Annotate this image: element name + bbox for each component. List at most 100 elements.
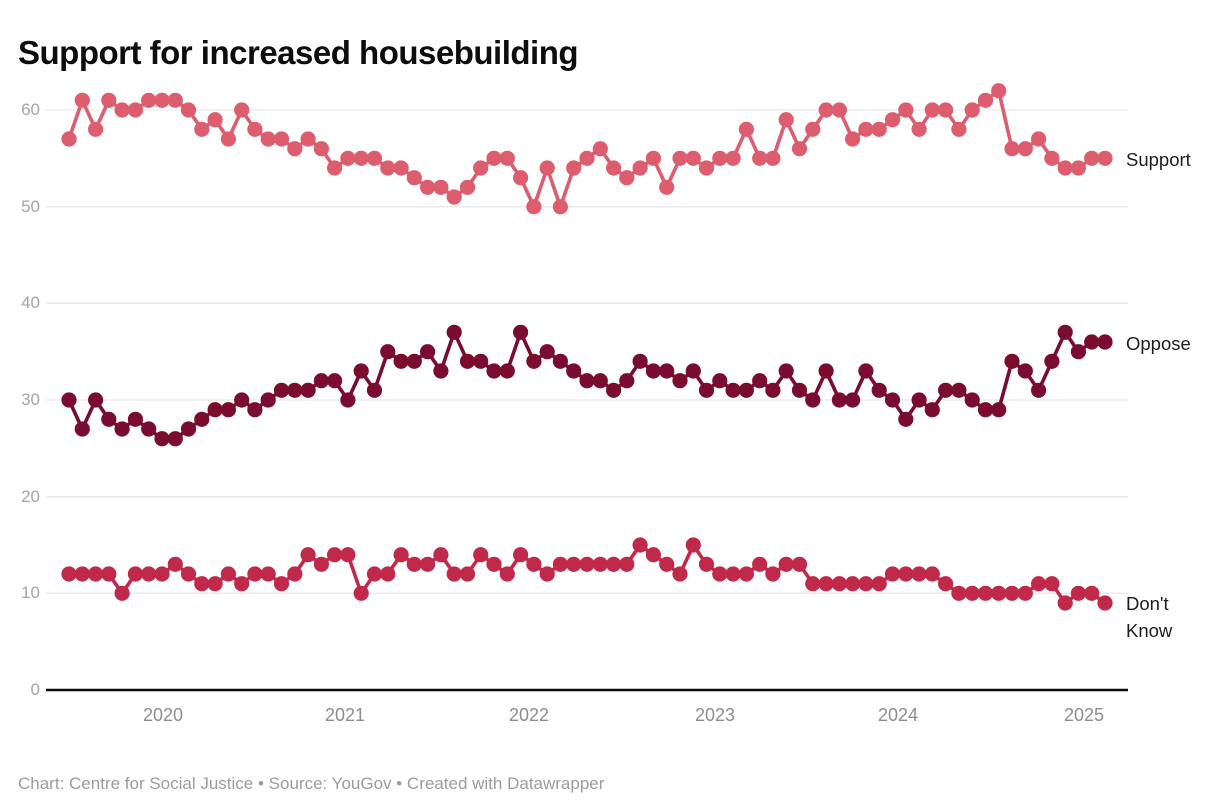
data-point <box>353 585 369 601</box>
data-point <box>513 170 529 186</box>
data-point <box>127 411 143 427</box>
series-label-oppose: Oppose <box>1126 333 1191 354</box>
data-point <box>1044 576 1060 592</box>
data-point <box>114 102 130 118</box>
data-point <box>1017 363 1033 379</box>
data-point <box>1017 585 1033 601</box>
data-point <box>141 566 157 582</box>
data-point <box>659 363 675 379</box>
data-point <box>154 566 170 582</box>
data-point <box>287 566 303 582</box>
data-point <box>340 392 356 408</box>
data-point <box>446 189 462 205</box>
data-point <box>659 179 675 195</box>
data-point <box>446 324 462 340</box>
data-point <box>406 353 422 369</box>
y-tick-label: 60 <box>21 100 40 119</box>
data-point <box>1057 324 1073 340</box>
data-point <box>924 102 940 118</box>
data-point <box>712 566 728 582</box>
data-point <box>1004 585 1020 601</box>
data-point <box>486 556 502 572</box>
data-point <box>526 199 542 215</box>
data-point <box>738 121 755 137</box>
data-point <box>327 373 343 389</box>
data-point <box>818 363 834 379</box>
data-point <box>619 170 635 186</box>
data-point <box>552 199 569 215</box>
data-point <box>791 382 808 398</box>
data-point <box>1031 382 1047 398</box>
data-point <box>327 160 343 176</box>
data-point <box>433 363 449 379</box>
data-point <box>778 556 794 572</box>
data-point <box>61 131 77 147</box>
data-point <box>845 576 861 592</box>
data-point <box>1057 160 1073 176</box>
data-point <box>938 382 954 398</box>
data-point <box>606 556 622 572</box>
data-point <box>406 170 422 186</box>
data-point <box>1084 150 1100 166</box>
data-point <box>380 160 396 176</box>
data-point <box>300 382 316 398</box>
data-point <box>127 102 143 118</box>
data-point <box>1070 344 1086 360</box>
data-point <box>247 402 263 418</box>
data-point <box>831 392 848 408</box>
data-point <box>712 373 728 389</box>
data-point <box>393 353 409 369</box>
data-point <box>167 431 183 447</box>
data-point <box>313 141 329 157</box>
data-point <box>393 547 409 563</box>
data-point <box>858 121 874 137</box>
data-point <box>154 92 170 108</box>
data-point <box>659 556 675 572</box>
data-point <box>858 363 874 379</box>
data-point <box>247 121 263 137</box>
data-point <box>951 585 967 601</box>
y-tick-label: 50 <box>21 197 40 216</box>
data-point <box>127 566 143 582</box>
data-point <box>991 83 1007 99</box>
data-point <box>991 585 1007 601</box>
data-point <box>1017 141 1033 157</box>
y-tick-label: 20 <box>21 487 40 506</box>
data-point <box>101 92 117 108</box>
data-point <box>831 576 848 592</box>
data-point <box>539 344 555 360</box>
series-label-dont-know: Don't Know <box>1126 593 1173 641</box>
data-point <box>645 150 662 166</box>
data-point <box>220 131 236 147</box>
data-point <box>459 353 476 369</box>
data-point <box>433 179 449 195</box>
data-point <box>513 324 529 340</box>
data-point <box>526 353 542 369</box>
data-point <box>420 344 436 360</box>
data-point <box>964 102 980 118</box>
data-point <box>433 547 449 563</box>
data-point <box>327 547 343 563</box>
data-point <box>698 160 715 176</box>
data-point <box>685 150 701 166</box>
data-point <box>884 566 901 582</box>
data-point <box>513 547 529 563</box>
data-point <box>340 547 356 563</box>
data-point <box>526 556 542 572</box>
data-point <box>898 411 914 427</box>
data-point <box>765 566 781 582</box>
data-point <box>167 92 183 108</box>
data-point <box>778 112 794 128</box>
data-point <box>61 392 77 408</box>
attribution-footer: Chart: Centre for Social Justice • Sourc… <box>18 774 605 793</box>
data-point <box>725 150 741 166</box>
data-point <box>964 392 980 408</box>
data-point <box>88 566 104 582</box>
data-point <box>898 102 914 118</box>
data-point <box>234 392 250 408</box>
data-point <box>871 121 887 137</box>
data-point <box>805 392 821 408</box>
data-point <box>977 92 994 108</box>
data-point <box>738 566 755 582</box>
